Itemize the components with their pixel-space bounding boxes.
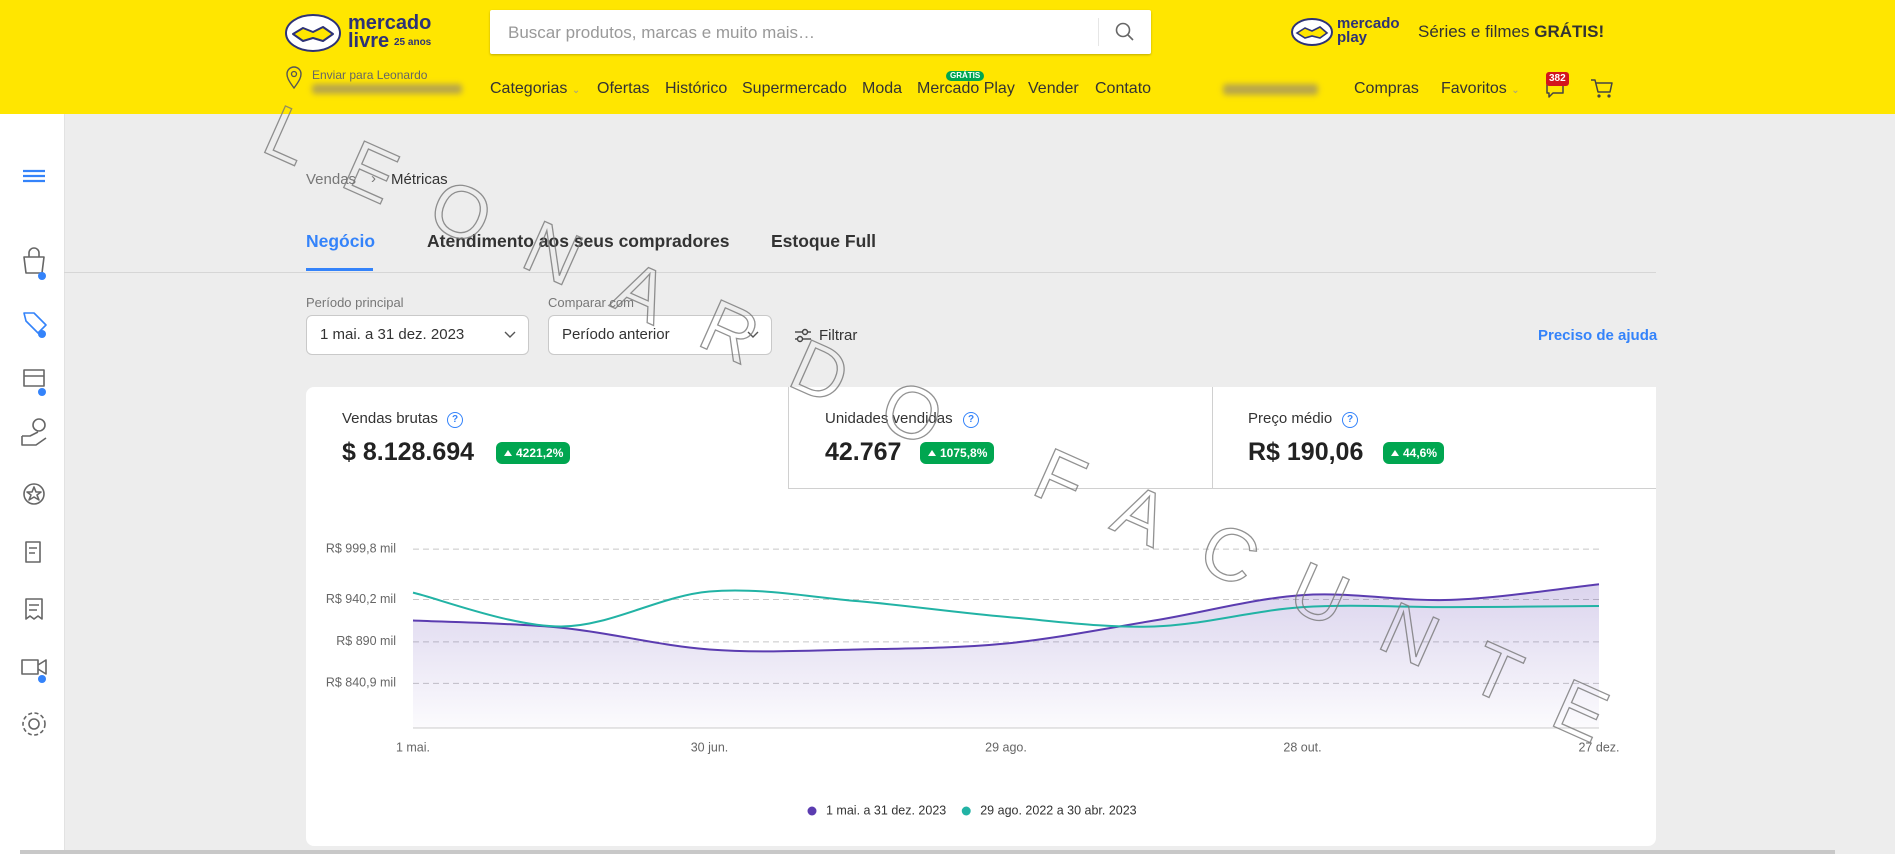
- y-tick-label: R$ 840,9 mil: [326, 676, 396, 690]
- delivery-label[interactable]: Enviar para Leonardo: [312, 68, 428, 82]
- scrollbar[interactable]: [20, 850, 1835, 854]
- account-link[interactable]: Favoritos ⌄: [1441, 80, 1520, 97]
- cart-icon[interactable]: [1589, 76, 1615, 100]
- promo-emphasis: GRÁTIS!: [1534, 22, 1605, 41]
- filter-button[interactable]: Filtrar: [819, 327, 858, 344]
- promo-text: Séries e filmes: [1418, 22, 1530, 41]
- compare-select[interactable]: Período anterior: [548, 315, 772, 355]
- chart: R$ 840,9 mil R$ 890 mil R$ 940,2 mil R$ 999…: [326, 541, 1620, 817]
- help-link[interactable]: Preciso de ajuda: [1538, 327, 1658, 344]
- divider: [1098, 18, 1099, 46]
- location-icon[interactable]: [284, 64, 304, 90]
- help-icon[interactable]: ?: [963, 412, 979, 428]
- help-icon[interactable]: ?: [1342, 412, 1358, 428]
- change-text: 1075,8%: [940, 446, 988, 460]
- metric-label[interactable]: Unidades vendidas: [825, 410, 953, 427]
- breadcrumb-link[interactable]: Vendas: [306, 171, 357, 188]
- notification-count: 382: [1546, 72, 1569, 86]
- sidebar: [0, 114, 65, 854]
- tab-active[interactable]: Negócio: [306, 231, 376, 251]
- search-icon[interactable]: [1114, 21, 1136, 43]
- legend-label: 1 mai. a 31 dez. 2023: [826, 803, 946, 817]
- main-period-select[interactable]: 1 mai. a 31 dez. 2023: [306, 315, 529, 355]
- x-tick-label: 29 ago.: [985, 740, 1027, 754]
- play-logo-icon[interactable]: [1291, 17, 1333, 47]
- change-text: 4221,2%: [516, 446, 564, 460]
- account-link[interactable]: Compras: [1354, 80, 1419, 97]
- series-area: [413, 584, 1599, 728]
- x-tick-label: 28 out.: [1283, 740, 1321, 754]
- search-box[interactable]: Buscar produtos, marcas e muito mais…: [490, 10, 1151, 54]
- legend-marker: [807, 806, 817, 816]
- breadcrumb-separator: ›: [371, 170, 376, 187]
- metric-change: 4221,2%: [496, 442, 571, 464]
- metric-tabs-inactive: [788, 387, 1656, 489]
- metric-value: R$ 190,06: [1248, 438, 1364, 466]
- tab[interactable]: Estoque Full: [771, 231, 876, 251]
- logo-badge: 25 anos: [394, 37, 432, 48]
- series-line: [412, 583, 1600, 653]
- play-logo-text: play: [1337, 29, 1368, 46]
- nav-item[interactable]: Categorias ⌄: [490, 80, 581, 97]
- metric-value: 42.767: [825, 438, 902, 466]
- filter-label: Período principal: [306, 295, 404, 310]
- metric-label[interactable]: Preço médio: [1248, 410, 1333, 427]
- metric-divider: [1212, 387, 1213, 489]
- nav-item[interactable]: Mercado Play: [917, 80, 1015, 97]
- breadcrumb-current: Métricas: [391, 171, 448, 188]
- tab[interactable]: Atendimento aos seus compradores: [427, 231, 730, 251]
- y-tick-label: R$ 940,2 mil: [326, 592, 396, 606]
- nav-item[interactable]: Moda: [862, 80, 903, 97]
- metric-change: 1075,8%: [920, 442, 995, 464]
- logo-text: livre: [348, 30, 390, 52]
- change-text: 44,6%: [1403, 446, 1438, 460]
- promo[interactable]: Séries e filmes GRÁTIS!: [1418, 22, 1604, 42]
- select-value: 1 mai. a 31 dez. 2023: [320, 326, 465, 343]
- nav-item[interactable]: Ofertas: [597, 80, 650, 97]
- x-tick-label: 27 dez.: [1578, 740, 1619, 754]
- logo-text: mercado: [348, 12, 432, 34]
- nav-item[interactable]: Vender: [1028, 80, 1079, 97]
- sidebar-icons: [21, 169, 47, 736]
- metric-value: $ 8.128.694: [342, 438, 475, 466]
- metric-label[interactable]: Vendas brutas: [342, 410, 438, 427]
- select-value: Período anterior: [562, 326, 670, 343]
- account-text: Favoritos: [1441, 80, 1507, 97]
- user-name[interactable]: [1223, 84, 1318, 95]
- logo-icon[interactable]: [285, 14, 341, 52]
- header: mercado livre 25 anos Buscar produtos, m…: [0, 0, 1895, 114]
- filter-label: Comparar com: [548, 295, 634, 310]
- delivery-address: [312, 84, 462, 94]
- nav-badge: GRÁTIS: [946, 71, 985, 81]
- nav-item[interactable]: Contato: [1095, 80, 1152, 97]
- series-line: [412, 589, 1600, 628]
- x-tick-label: 1 mai.: [396, 740, 430, 754]
- tab-divider: [64, 272, 1656, 273]
- filter-icon[interactable]: [793, 327, 813, 345]
- play-logo-text: mercado: [1337, 15, 1400, 32]
- metric-change: 44,6%: [1383, 442, 1445, 464]
- tab-indicator: [306, 268, 373, 271]
- y-tick-label: R$ 890 mil: [336, 634, 396, 648]
- x-tick-label: 30 jun.: [691, 740, 729, 754]
- help-icon[interactable]: ?: [447, 412, 463, 428]
- nav-item[interactable]: Supermercado: [742, 80, 847, 97]
- legend-label: 29 ago. 2022 a 30 abr. 2023: [980, 803, 1136, 817]
- search-placeholder: Buscar produtos, marcas e muito mais…: [508, 23, 816, 42]
- y-tick-label: R$ 999,8 mil: [326, 541, 396, 555]
- nav-text: Categorias: [490, 80, 568, 97]
- nav-item[interactable]: Histórico: [665, 80, 728, 97]
- legend-marker: [961, 806, 971, 816]
